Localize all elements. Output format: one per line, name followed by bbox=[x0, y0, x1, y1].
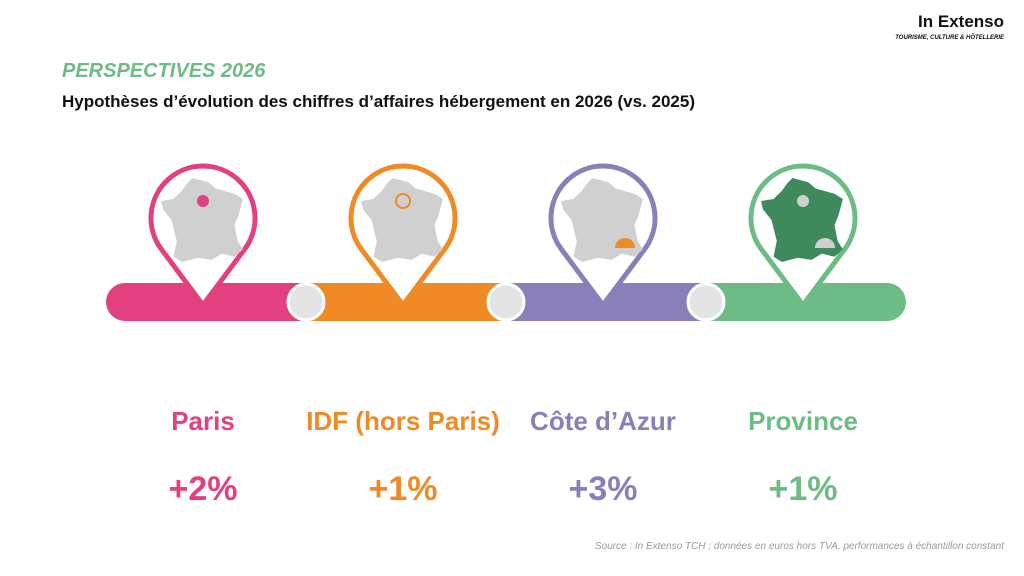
azur-marker bbox=[615, 238, 635, 248]
region-value: +1% bbox=[369, 470, 438, 508]
province-dot bbox=[797, 195, 809, 207]
paris-marker bbox=[197, 195, 209, 207]
junction bbox=[286, 282, 326, 322]
title: Hypothèses d’évolution des chiffres d’af… bbox=[62, 92, 695, 111]
region-value: +1% bbox=[769, 470, 838, 508]
idf-marker bbox=[395, 193, 411, 209]
region-name: Province bbox=[748, 406, 858, 436]
region-value: +3% bbox=[569, 470, 638, 508]
province-dot bbox=[815, 238, 835, 248]
region-name: Côte d’Azur bbox=[530, 406, 676, 436]
junction bbox=[486, 282, 526, 322]
timeline: Paris +2% IDF (hors Paris) +1% Côte d’Azur +3… bbox=[106, 163, 906, 508]
junction bbox=[686, 282, 726, 322]
kicker: PERSPECTIVES 2026 bbox=[62, 60, 266, 82]
region-name: IDF (hors Paris) bbox=[306, 406, 500, 436]
source: Source : In Extenso TCH ; données en eur… bbox=[595, 541, 1005, 552]
region-value: +2% bbox=[169, 470, 238, 508]
region-name: Paris bbox=[171, 406, 235, 436]
logo: In Extenso bbox=[918, 12, 1004, 31]
logo-subtitle: TOURISME, CULTURE & HÔTELLERIE bbox=[895, 33, 1005, 41]
